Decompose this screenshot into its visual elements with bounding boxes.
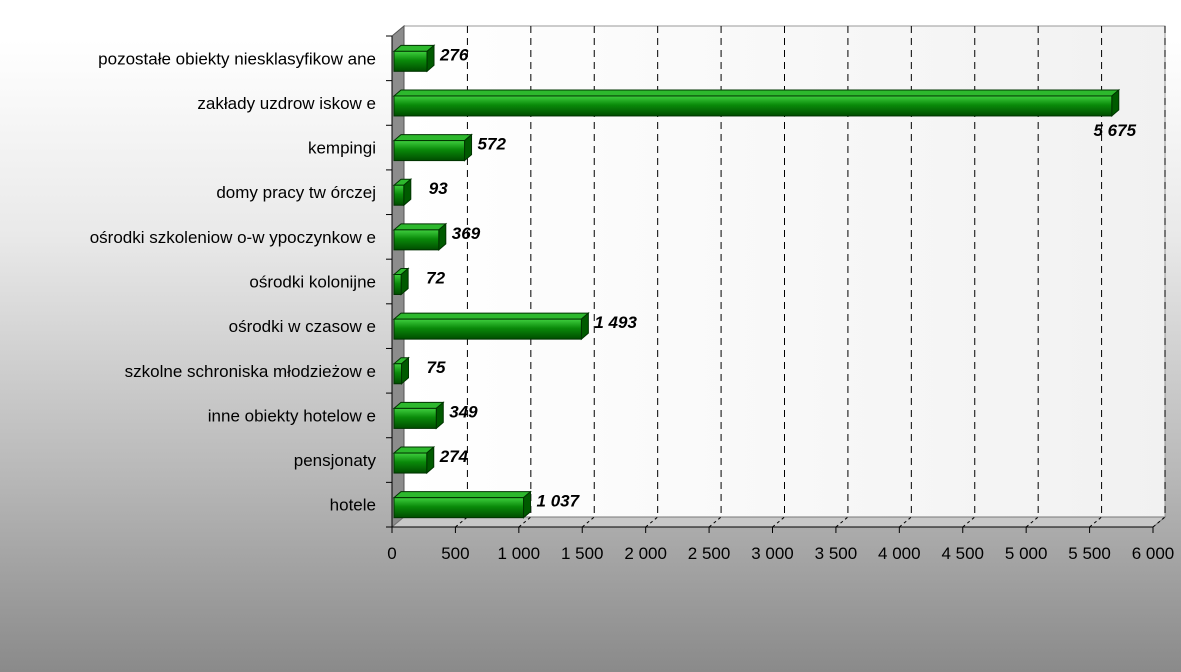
category-label: zakłady uzdrow iskow e [197,94,376,113]
bar [392,133,473,162]
bar-front [393,274,402,295]
tick-label: 3 000 [751,544,794,563]
gridline-floor [645,516,658,528]
bar [392,401,445,430]
tick-label: 0 [387,544,396,563]
data-label: 276 [439,45,469,64]
tick-label: 1 500 [561,544,604,563]
tick-label: 3 500 [815,544,858,563]
gridline-floor [1152,516,1166,528]
bars [392,44,1121,519]
gridline-floor [1089,516,1102,528]
category-label: pensjonaty [294,451,377,470]
bar-top [392,491,532,499]
bar-top [392,223,448,231]
gridlines [455,26,1166,528]
bar-top [392,312,590,320]
tick-label: 1 000 [498,544,541,563]
tick-label: 4 000 [878,544,921,563]
data-label: 93 [429,179,448,198]
tick-label: 2 500 [688,544,731,563]
bar-front [393,497,525,519]
data-labels: 276 5 675 572 93 369 72 1 493 75 349 274 1 037 [426,45,1136,510]
gridline-floor [772,516,785,528]
category-label: szkolne schroniska młodzieżow e [125,362,376,381]
tick-label: 500 [441,544,469,563]
tick-label: 2 000 [624,544,667,563]
category-label: hotele [330,496,376,515]
tick-label: 6 000 [1132,544,1175,563]
bar-front [393,229,440,251]
bar [392,490,532,519]
gridline-floor [1025,516,1039,528]
bar-front [393,318,582,340]
gridline-floor [899,516,912,528]
category-label: ośrodki szkoleniow o-w ypoczynkow e [90,228,376,247]
bar-front [393,140,466,162]
bar [392,445,436,475]
bar-front [393,50,428,72]
category-label: inne obiekty hotelow e [208,406,376,425]
bar [392,88,1121,118]
category-label: kempingi [308,139,376,158]
tick-label: 5 500 [1068,544,1111,563]
category-labels: pozostałe obiekty niesklasyfikow ane zakł… [90,49,377,514]
bar [392,267,410,296]
bar-front [393,95,1113,117]
bar-front [393,452,428,474]
bar-front [393,407,437,429]
gridline-floor [708,516,722,528]
category-label: ośrodki kolonijne [249,273,376,292]
gridline-floor [962,516,976,528]
bar-top [392,401,445,409]
gridline-floor [581,516,595,528]
category-label: pozostałe obiekty niesklasyfikow ane [98,49,376,68]
bar [392,222,448,251]
bar [392,312,590,341]
data-label: 1 037 [537,492,581,511]
data-label: 1 493 [594,313,637,332]
bar [392,356,410,385]
gridline-floor [518,516,532,528]
bar-front [393,184,405,206]
tick-label: 4 500 [941,544,984,563]
data-label: 369 [452,224,481,243]
data-label: 5 675 [1094,121,1137,140]
data-label: 274 [439,447,469,466]
data-label: 349 [449,402,478,421]
data-label: 572 [478,135,507,154]
category-label: domy pracy tw órczej [216,183,376,202]
tick-label: 5 000 [1005,544,1048,563]
x-axis-ticks: 0 500 1 000 1 500 2 000 2 500 3 000 3 500 4 000 4… [386,35,1175,563]
bar-top [392,89,1121,97]
bar-top [392,134,473,142]
gridline-floor [835,516,849,528]
data-label: 75 [427,358,446,377]
data-label: 72 [426,269,445,288]
bar [392,44,436,73]
bar [392,178,413,207]
bar-front [393,363,403,385]
gridline-floor [455,516,468,528]
category-label: ośrodki w czasow e [229,317,376,336]
